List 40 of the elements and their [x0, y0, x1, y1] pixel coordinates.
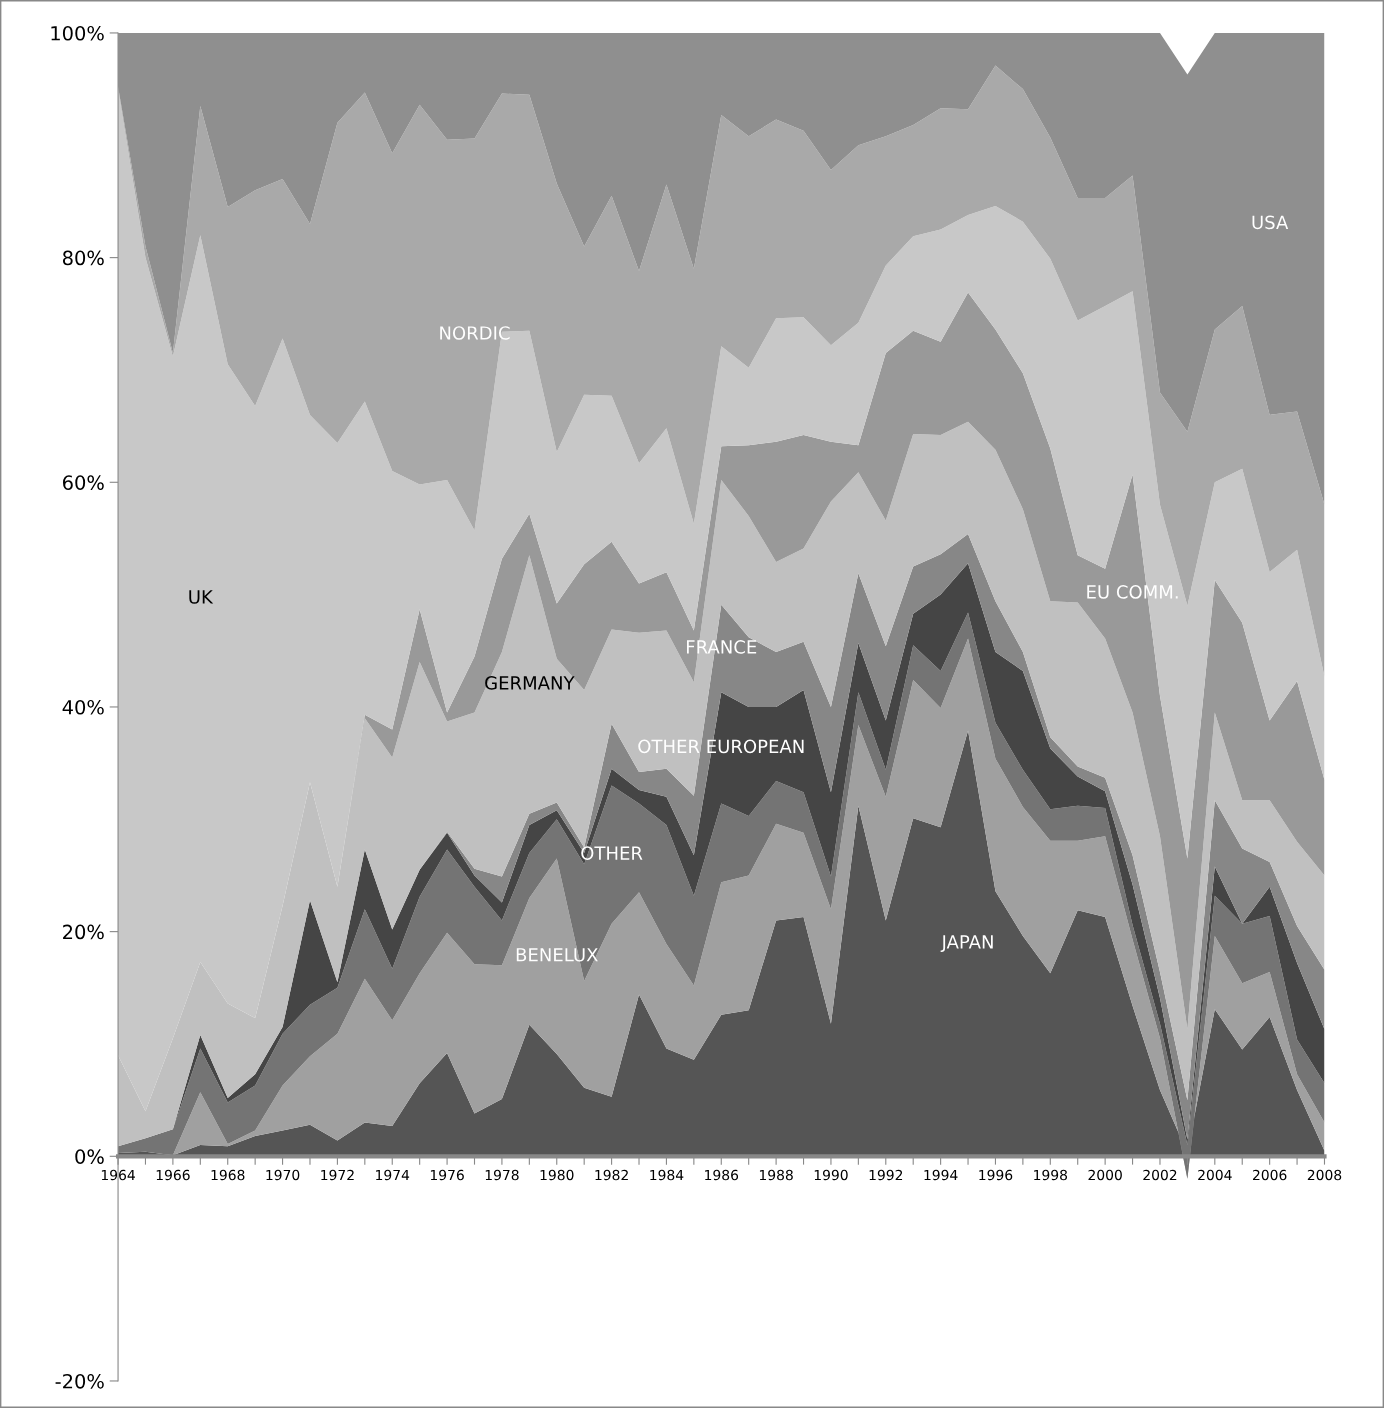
x-tick-label: 2004: [1198, 1169, 1232, 1181]
x-tick-label: 1998: [1034, 1169, 1068, 1181]
x-tick-label: 1992: [869, 1169, 903, 1181]
x-tick-label: 1988: [759, 1169, 793, 1181]
series-label: EU COMM.: [1087, 585, 1178, 599]
y-tick-label: 20%: [63, 924, 104, 940]
x-tick-label: 1970: [266, 1169, 300, 1181]
y-tick-label: 80%: [62, 250, 104, 266]
series-label: USA: [1252, 215, 1289, 230]
series-label: NORDIC: [440, 326, 510, 340]
x-tick-label: 2002: [1143, 1169, 1177, 1181]
x-tick-label: 1974: [376, 1169, 410, 1181]
series-label: FRANCE: [687, 640, 757, 654]
y-tick-label: 100%: [51, 25, 104, 41]
series-label: GERMANY: [485, 676, 575, 690]
x-tick-label: 1968: [211, 1169, 245, 1181]
series-label: OTHER: [581, 846, 643, 860]
x-tick-label: 1984: [650, 1169, 684, 1181]
y-tick-label: -20%: [55, 1373, 104, 1389]
y-tick-label: 40%: [62, 699, 104, 715]
x-tick-label: 1996: [979, 1169, 1013, 1181]
series-label: JAPAN: [940, 935, 993, 953]
x-tick-label: 2000: [1088, 1169, 1122, 1181]
y-tick-label: 0%: [75, 1149, 104, 1164]
x-tick-label: 1978: [485, 1169, 519, 1181]
series-label: BENELUX: [516, 948, 598, 962]
x-tick-label: 1990: [814, 1169, 848, 1181]
x-tick-label: 1994: [924, 1169, 958, 1181]
x-tick-label: 2008: [1307, 1169, 1342, 1181]
x-tick-label: 1976: [430, 1169, 464, 1181]
x-tick-label: 1964: [101, 1169, 135, 1181]
x-tick-label: 2006: [1252, 1169, 1287, 1181]
y-tick-label: 60%: [63, 475, 104, 490]
x-tick-label: 1982: [595, 1169, 628, 1181]
series-label: UK: [189, 590, 214, 604]
x-tick-label: 1966: [156, 1169, 190, 1181]
x-tick-label: 1980: [540, 1169, 574, 1181]
x-tick-label: 1986: [705, 1169, 739, 1181]
series-label: OTHER EUROPEAN: [638, 739, 804, 754]
x-tick-label: 1972: [321, 1169, 354, 1181]
